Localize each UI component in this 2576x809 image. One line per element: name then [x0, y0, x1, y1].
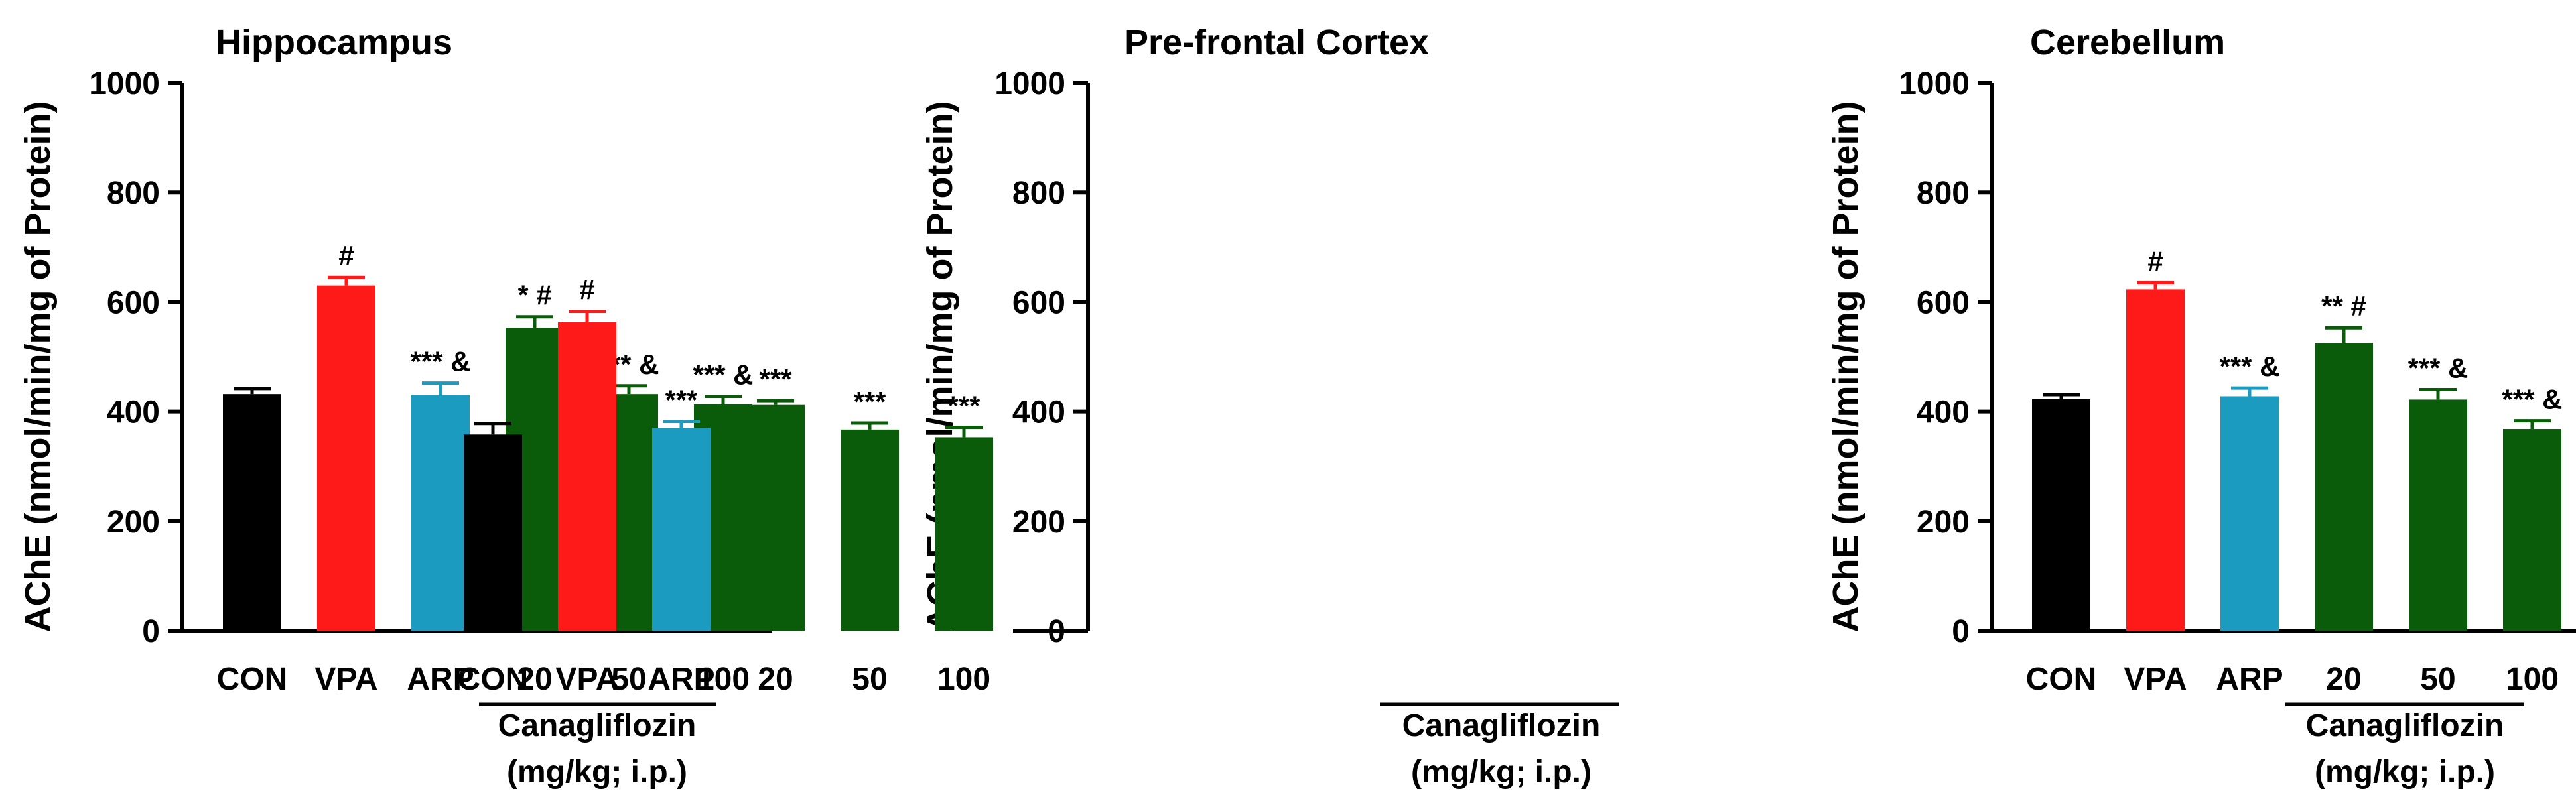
y-axis-label: AChE (nmol/min/mg of Protein) — [18, 101, 58, 633]
significance-label: *** & — [410, 346, 470, 377]
x-tick-label: 20 — [2326, 662, 2361, 697]
y-tick-label: 1000 — [994, 66, 1065, 101]
x-tick-label: ARP — [2216, 662, 2283, 697]
x-tick-label: 100 — [2506, 662, 2559, 697]
y-tick-label: 600 — [1917, 285, 1970, 320]
group-label-line2: (mg/kg; i.p.) — [1411, 755, 1592, 790]
bar-20 — [2315, 343, 2373, 631]
panel-cerebellum: Cerebellum AChE (nmol/min/mg of Protein)… — [1826, 23, 2576, 790]
y-tick-label: 0 — [1048, 614, 1065, 649]
x-tick-label: 50 — [2420, 662, 2455, 697]
bar-ARP — [411, 395, 470, 631]
panel-title: Pre-frontal Cortex — [1124, 23, 1429, 62]
bar-ARP — [652, 428, 711, 631]
bar-20 — [746, 404, 805, 631]
panel-title: Cerebellum — [2030, 23, 2225, 62]
bar-ARP — [2220, 396, 2279, 631]
y-tick-label: 800 — [107, 176, 160, 211]
x-tick-label: VPA — [555, 662, 618, 697]
significance-label: *** — [665, 384, 698, 415]
y-tick-label: 600 — [1012, 285, 1065, 320]
significance-label: *** & — [2219, 351, 2279, 382]
y-tick-label: 1000 — [1899, 66, 1970, 101]
bar-100 — [2503, 429, 2561, 631]
y-tick-label: 400 — [107, 395, 160, 430]
panel-pre-frontal-cortex: Pre-frontal Cortex AChE (nmol/min/mg of … — [458, 23, 1619, 790]
x-tick-label: 100 — [937, 662, 990, 697]
group-label-line1: Canagliflozin — [1402, 708, 1601, 743]
x-tick-label: 50 — [852, 662, 887, 697]
y-tick-label: 0 — [142, 614, 160, 649]
x-tick-label: VPA — [314, 662, 377, 697]
y-tick-label: 200 — [1917, 505, 1970, 540]
x-tick-label: VPA — [2124, 662, 2187, 697]
x-tick-label: ARP — [407, 662, 474, 697]
y-tick-label: 1000 — [89, 66, 160, 101]
x-tick-label: 20 — [758, 662, 793, 697]
significance-label: *** & — [2502, 384, 2562, 415]
y-tick-label: 800 — [1012, 176, 1065, 211]
group-label-line1: Canagliflozin — [498, 708, 697, 743]
significance-label: # — [2147, 245, 2163, 277]
bar-50 — [841, 429, 899, 631]
y-axis-label: AChE (nmol/min/mg of Protein) — [1826, 101, 1865, 633]
x-tick-label: 20 — [517, 662, 552, 697]
bar-50 — [2409, 399, 2467, 631]
y-tick-label: 600 — [107, 285, 160, 320]
y-tick-label: 0 — [1952, 614, 1970, 649]
x-tick-label: CON — [2026, 662, 2097, 697]
significance-label: *** — [947, 391, 981, 422]
bar-100 — [935, 437, 993, 631]
x-tick-label: 100 — [697, 662, 750, 697]
significance-label: *** & — [2407, 353, 2468, 384]
significance-label: *** — [853, 386, 886, 417]
bar-VPA — [2126, 289, 2185, 631]
group-label-line2: (mg/kg; i.p.) — [507, 755, 687, 790]
x-tick-label: ARP — [647, 662, 714, 697]
panel-title: Hippocampus — [216, 23, 452, 62]
bar-VPA — [317, 285, 375, 631]
significance-label: ** # — [2321, 290, 2366, 322]
y-tick-label: 800 — [1917, 176, 1970, 211]
significance-label: * # — [517, 280, 551, 311]
bar-CON — [464, 434, 522, 631]
group-label-line1: Canagliflozin — [2306, 708, 2504, 743]
bar-VPA — [558, 322, 616, 631]
x-tick-label: 50 — [611, 662, 646, 697]
x-tick-label: CON — [458, 662, 529, 697]
significance-label: # — [338, 240, 354, 271]
significance-label: *** & — [693, 359, 753, 390]
significance-label: # — [579, 274, 594, 305]
bar-CON — [223, 394, 281, 631]
y-tick-label: 400 — [1917, 395, 1970, 430]
bar-CON — [2032, 399, 2090, 631]
y-tick-label: 400 — [1012, 395, 1065, 430]
y-tick-label: 200 — [1012, 505, 1065, 540]
x-tick-label: CON — [217, 662, 288, 697]
y-tick-label: 200 — [107, 505, 160, 540]
group-label-line2: (mg/kg; i.p.) — [2315, 755, 2495, 790]
significance-label: *** — [759, 363, 792, 395]
